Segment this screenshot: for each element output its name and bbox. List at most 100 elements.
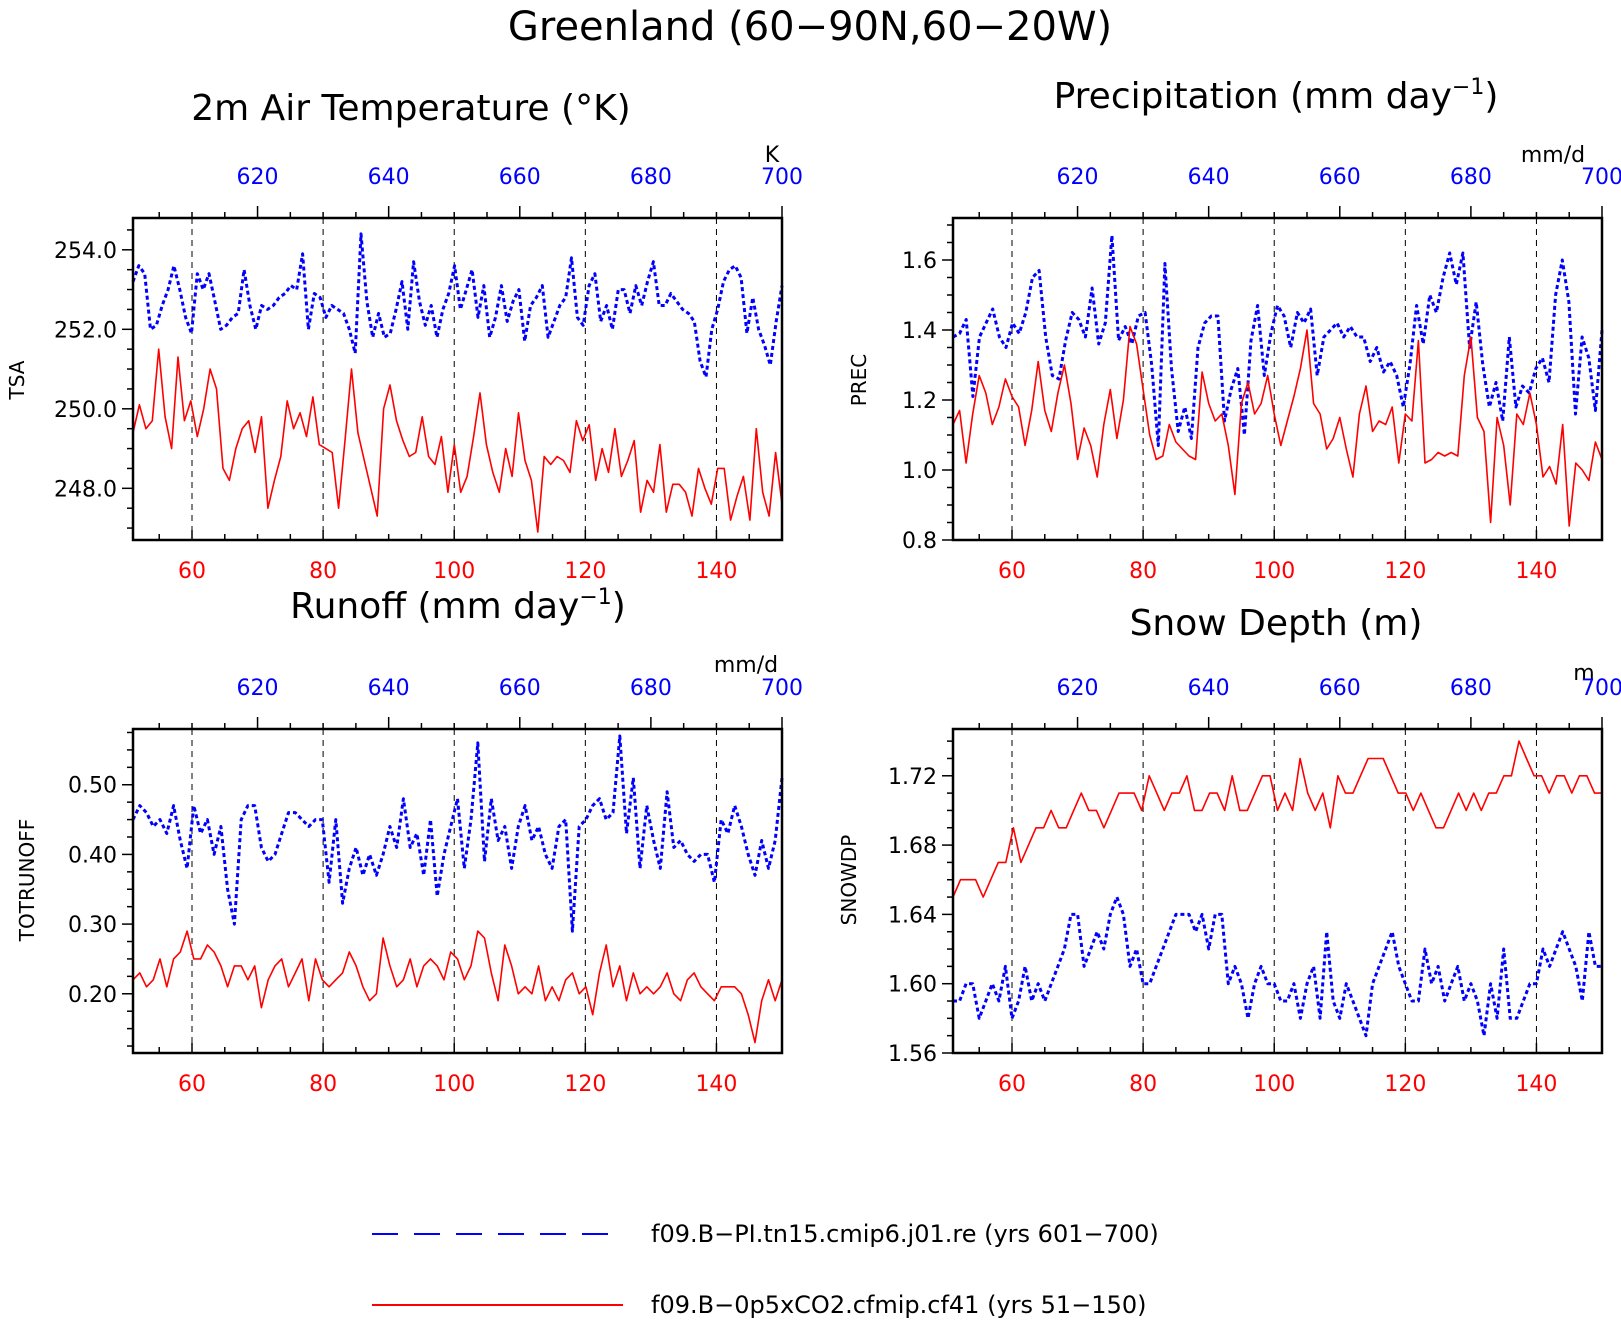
- panel-runoff: Runoff (mm day−1) mm/d TOTRUNOFF: [15, 585, 778, 942]
- panel-title-end: ): [1484, 76, 1498, 117]
- x-tick-label-bottom: 120: [564, 559, 606, 584]
- y-tick-label: 1.60: [888, 973, 937, 998]
- plot-area-prec: 0.8 1.0 1.2 1.4 1.6 60 80 100 120 140 620 640 660 680…: [902, 165, 1621, 584]
- plot-frame: [951, 216, 1604, 542]
- x-tick-label-top: 660: [499, 165, 541, 190]
- panel-prec: Precipitation (mm day−1) mm/d PREC: [847, 75, 1585, 406]
- plot-frame: [951, 727, 1604, 1055]
- x-tick-label-bottom: 80: [1129, 559, 1157, 584]
- x-tick-label-bottom: 100: [433, 559, 475, 584]
- panel-tsa: 2m Air Temperature (°K) K TSA: [5, 88, 780, 400]
- y-tick-label: 1.64: [888, 903, 937, 928]
- panel-title-superscript: −1: [1452, 75, 1484, 100]
- y-tick-label: 0.20: [68, 983, 117, 1008]
- x-tick-label-top: 700: [1581, 165, 1621, 190]
- y-tick-label: 0.40: [68, 843, 117, 868]
- x-tick-label-bottom: 140: [1515, 1072, 1557, 1097]
- x-tick-label-top: 700: [761, 676, 803, 701]
- x-tick-label-top: 620: [237, 165, 279, 190]
- y-tick-label: 1.2: [902, 389, 937, 414]
- x-tick-label-top: 640: [1188, 165, 1230, 190]
- x-tick-label-top: 620: [237, 676, 279, 701]
- legend: f09.B−PI.tn15.cmip6.j01.re (yrs 601−700)…: [372, 1220, 1159, 1319]
- x-tick-label-top: 660: [1319, 676, 1361, 701]
- x-tick-label-top: 660: [1319, 165, 1361, 190]
- unit-label: mm/d: [714, 653, 778, 678]
- panel-title-text: Precipitation (mm day: [1054, 76, 1452, 117]
- x-tick-label-bottom: 100: [1253, 559, 1295, 584]
- x-tick-label-bottom: 100: [433, 1072, 475, 1097]
- y-tick-label: 0.8: [902, 529, 937, 554]
- panel-title: Snow Depth (m): [1130, 603, 1423, 644]
- y-tick-label: 1.4: [902, 319, 937, 344]
- x-tick-label-bottom: 80: [309, 559, 337, 584]
- x-tick-label-top: 680: [1450, 676, 1492, 701]
- x-tick-label-top: 700: [1581, 676, 1621, 701]
- legend-label-red: f09.B−0p5xCO2.cfmip.cf41 (yrs 51−150): [651, 1291, 1146, 1319]
- panel-title-end: ): [612, 586, 626, 627]
- x-tick-label-top: 640: [368, 165, 410, 190]
- plot-frame: [131, 727, 784, 1055]
- y-axis-label: TOTRUNOFF: [15, 819, 39, 942]
- panel-title-superscript: −1: [579, 585, 611, 610]
- series-line-blue-601−700: [131, 734, 784, 933]
- plot-area-tsa: 248.0 250.0 252.0 254.0 60 80 100 120 140 620 640 6…: [54, 165, 803, 584]
- x-tick-label-top: 700: [761, 165, 803, 190]
- series-line-red-51−150: [132, 930, 783, 1044]
- series-line-blue-601−700: [131, 232, 784, 379]
- unit-label: mm/d: [1521, 143, 1585, 168]
- legend-label-blue: f09.B−PI.tn15.cmip6.j01.re (yrs 601−700): [651, 1220, 1159, 1248]
- x-tick-label-bottom: 60: [998, 559, 1026, 584]
- y-tick-label: 252.0: [54, 318, 117, 343]
- panel-title: Precipitation (mm day−1): [1054, 75, 1499, 117]
- x-tick-label-top: 620: [1057, 676, 1099, 701]
- panel-title: 2m Air Temperature (°K): [191, 88, 630, 129]
- page-title: Greenland (60−90N,60−20W): [508, 4, 1112, 50]
- plot-area-snowdp: 1.56 1.60 1.64 1.68 1.72 60 80 100 120 140 620 640 6…: [888, 676, 1621, 1097]
- y-axis-label: SNOWDP: [837, 835, 861, 926]
- plot-frame: [131, 216, 784, 542]
- y-tick-label: 254.0: [54, 239, 117, 264]
- x-tick-label-top: 680: [630, 676, 672, 701]
- x-tick-label-top: 660: [499, 676, 541, 701]
- panel-snowdp: Snow Depth (m) m SNOWDP: [837, 603, 1595, 925]
- y-tick-label: 250.0: [54, 398, 117, 423]
- x-tick-label-bottom: 60: [178, 559, 206, 584]
- x-tick-label-bottom: 60: [178, 1072, 206, 1097]
- series-line-red-51−150: [952, 740, 1602, 898]
- panel-title-text: Runoff (mm day: [290, 586, 579, 627]
- x-tick-label-top: 640: [1188, 676, 1230, 701]
- y-tick-label: 248.0: [54, 477, 117, 502]
- plot-area-totrunoff: 0.20 0.30 0.40 0.50 60 80 100 120 140 620 640 660 68…: [68, 676, 803, 1097]
- y-tick-label: 1.72: [888, 765, 937, 790]
- x-tick-label-bottom: 140: [1515, 559, 1557, 584]
- y-tick-label: 1.6: [902, 249, 937, 274]
- x-tick-label-top: 680: [1450, 165, 1492, 190]
- unit-label: m: [1573, 661, 1594, 686]
- y-tick-label: 1.68: [888, 834, 937, 859]
- x-tick-label-bottom: 100: [1253, 1072, 1295, 1097]
- series-line-blue-601−700: [953, 895, 1602, 1038]
- x-tick-label-top: 680: [630, 165, 672, 190]
- series-line-red-51−150: [132, 348, 783, 533]
- x-tick-label-top: 620: [1057, 165, 1099, 190]
- unit-label: K: [765, 143, 780, 168]
- x-tick-label-bottom: 140: [695, 1072, 737, 1097]
- x-tick-label-bottom: 80: [1129, 1072, 1157, 1097]
- panel-title: Runoff (mm day−1): [290, 585, 626, 627]
- series-line-blue-601−700: [952, 234, 1604, 447]
- x-tick-label-bottom: 120: [1384, 559, 1426, 584]
- x-tick-label-bottom: 140: [695, 559, 737, 584]
- y-tick-label: 1.56: [888, 1042, 937, 1067]
- y-tick-label: 0.50: [68, 774, 117, 799]
- y-axis-label: PREC: [847, 354, 871, 407]
- y-axis-label: TSA: [5, 360, 29, 400]
- x-tick-label-bottom: 80: [309, 1072, 337, 1097]
- series-line-red-51−150: [952, 325, 1603, 527]
- x-tick-label-top: 640: [368, 676, 410, 701]
- y-tick-label: 1.0: [902, 459, 937, 484]
- x-tick-label-bottom: 60: [998, 1072, 1026, 1097]
- x-tick-label-bottom: 120: [1384, 1072, 1426, 1097]
- y-tick-label: 0.30: [68, 913, 117, 938]
